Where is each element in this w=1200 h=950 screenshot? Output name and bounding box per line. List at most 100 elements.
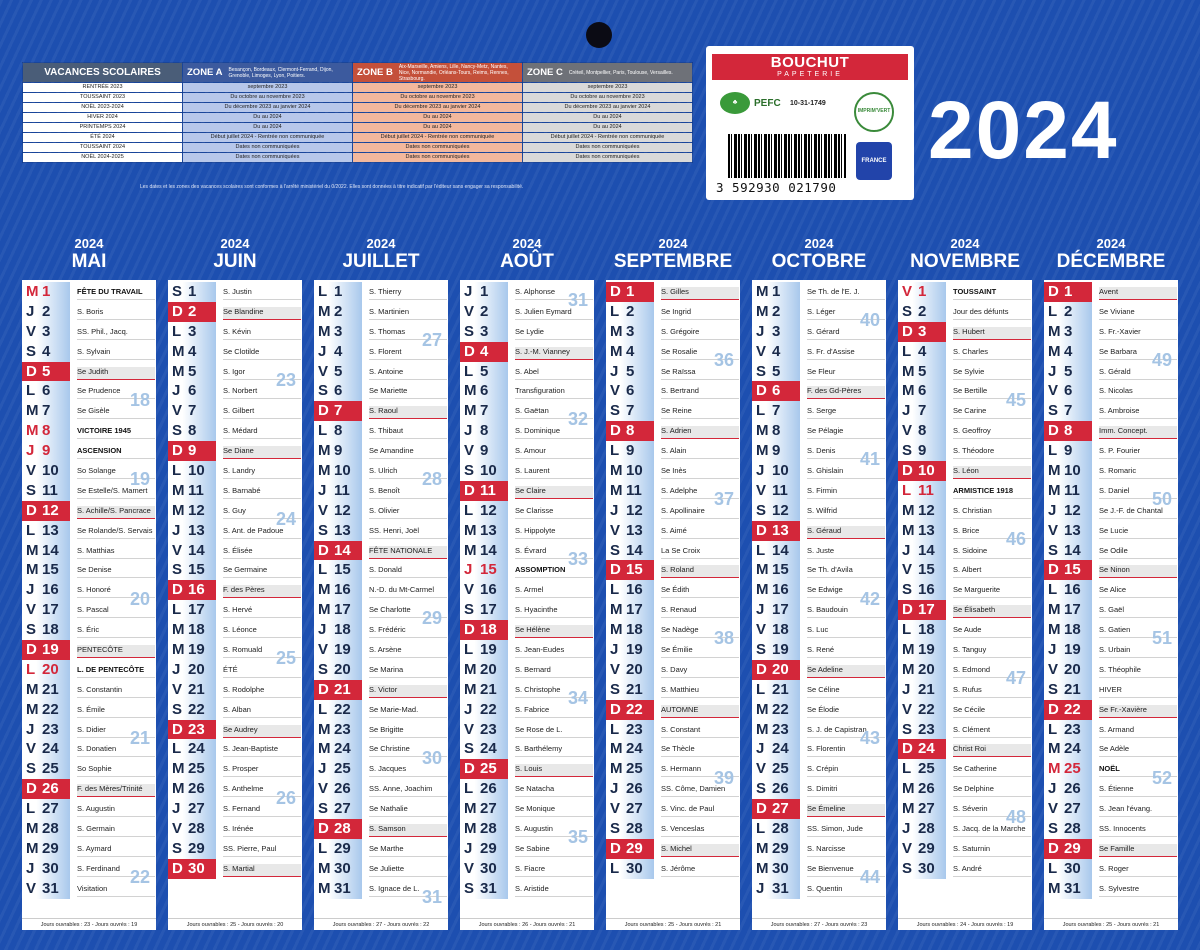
day-band [898, 540, 946, 561]
day-number: 9 [626, 442, 635, 460]
day-row: S 4 S. Sylvain [22, 341, 156, 362]
day-row: S 13 SS. Henri, Joël [314, 520, 448, 541]
saint-name: S. Didier [77, 725, 155, 738]
day-number: 16 [1064, 581, 1081, 599]
saint-name: S. Igor [223, 367, 301, 380]
day-band [314, 600, 362, 621]
saint-name: S. René [807, 645, 885, 659]
day-band [606, 301, 654, 322]
day-row: S 17 S. Hyacinthe [460, 600, 594, 621]
saint-name: F. des Pères [223, 585, 301, 599]
day-number: 15 [772, 561, 789, 579]
day-band [314, 520, 362, 541]
day-row: J 24 S. Florentin [752, 739, 886, 760]
day-band [898, 679, 946, 700]
day-row: V 18 S. Luc [752, 620, 886, 641]
day-band [460, 282, 508, 302]
week-number: 29 [421, 608, 442, 629]
day-band [314, 540, 362, 561]
month-name: SEPTEMBRE [613, 251, 733, 272]
day-row: L 6 Se Prudence [22, 381, 156, 402]
day-band [752, 878, 800, 899]
saint-name: S. Alphonse [515, 287, 593, 300]
day-row: D 28 S. Samson [314, 819, 448, 839]
weekday-letter: S [464, 601, 475, 619]
saint-name: S. Fr. d'Assise [807, 347, 885, 360]
weekday-letter: M [756, 302, 769, 320]
day-row: S 14 Se Odile [1044, 540, 1178, 561]
holiday-cell-a: Début juillet 2024 - Rentrée non communi… [182, 132, 353, 143]
saint-name: S. Thomas [369, 327, 447, 340]
weekday-letter: M [464, 680, 477, 698]
weekday-letter: L [1048, 442, 1058, 460]
day-number: 3 [772, 322, 781, 340]
week-number: 48 [1005, 807, 1026, 828]
day-row: S 6 Se Mariette [314, 381, 448, 402]
week-number: 41 [859, 449, 880, 470]
day-band [1044, 301, 1092, 322]
day-row: M 25 S. Prosper [168, 759, 302, 780]
day-number: 6 [188, 382, 197, 400]
day-row: S 24 S. Barthélemy [460, 739, 594, 760]
day-row: M 4 Se Clotilde [168, 341, 302, 362]
weekday-letter: S [26, 760, 37, 778]
day-row: M 10 S. Ulrich [314, 461, 448, 481]
day-row: V 27 S. Jean l'évang. [1044, 799, 1178, 820]
day-row: S 31 S. Aristide [460, 878, 594, 899]
saint-name: S. Guy [223, 506, 301, 519]
weekday-letter: J [172, 800, 181, 818]
day-number: 2 [480, 302, 489, 320]
day-number: 27 [480, 800, 497, 818]
saint-name: Se Émeline [807, 804, 885, 818]
saint-name: S. Sylvain [77, 347, 155, 360]
weekday-letter: J [464, 422, 473, 440]
day-band [314, 381, 362, 402]
weekday-letter: S [610, 820, 621, 838]
saint-name: S. Daniel [1099, 486, 1177, 499]
day-row: M 3 S. Grégoire [606, 321, 740, 342]
week-number: 21 [129, 727, 150, 748]
day-number: 25 [480, 760, 497, 778]
weekday-letter: D [26, 362, 37, 380]
saint-name: S. Léger [807, 307, 885, 320]
day-row: V 7 S. Gilbert [168, 401, 302, 422]
day-band [460, 301, 508, 322]
saint-name: S. Ferdinand [77, 864, 155, 877]
saint-name: Se Hélène [515, 625, 593, 639]
day-band [460, 858, 508, 879]
saint-name: S. Samson [369, 824, 447, 838]
saint-name: Se Marie-Mad. [369, 705, 447, 718]
day-row: M 1 Se Th. de l'E. J. [752, 282, 886, 302]
month-footer: Jours ouvrables : 25 - Jours ouvrés : 20 [168, 918, 302, 928]
day-number: 29 [480, 839, 497, 857]
day-band [898, 461, 946, 481]
day-number: 15 [42, 561, 59, 579]
day-row: M 27 Se Monique [460, 799, 594, 820]
day-row: D 2 Se Blandine [168, 301, 302, 322]
weekday-letter: S [902, 442, 913, 460]
day-number: 8 [334, 422, 343, 440]
day-row: L 22 Se Marie-Mad. [314, 699, 448, 720]
saint-name: Se Lucie [1099, 526, 1177, 539]
day-band [314, 819, 362, 839]
day-band [168, 779, 216, 800]
day-band [606, 441, 654, 462]
saint-name: Se Ninon [1099, 565, 1177, 579]
day-number: 25 [918, 760, 935, 778]
weekday-letter: S [902, 302, 913, 320]
saint-name: S. Jérôme [661, 864, 739, 877]
day-number: 9 [918, 442, 927, 460]
day-band [460, 341, 508, 362]
weekday-letter: V [26, 462, 37, 480]
weekday-letter: D [464, 760, 475, 778]
day-row: D 16 F. des Pères [168, 580, 302, 601]
day-row: V 16 S. Armel [460, 580, 594, 601]
weekday-letter: D [610, 283, 621, 300]
weekday-letter: J [610, 362, 619, 380]
day-row: V 13 S. Aimé [606, 520, 740, 541]
day-row: M 19 S. Romuald [168, 640, 302, 660]
weekday-letter: V [318, 501, 329, 519]
day-row: S 25 So Sophie [22, 759, 156, 780]
weekday-letter: D [172, 302, 183, 320]
saint-name: S. Kévin [223, 327, 301, 340]
